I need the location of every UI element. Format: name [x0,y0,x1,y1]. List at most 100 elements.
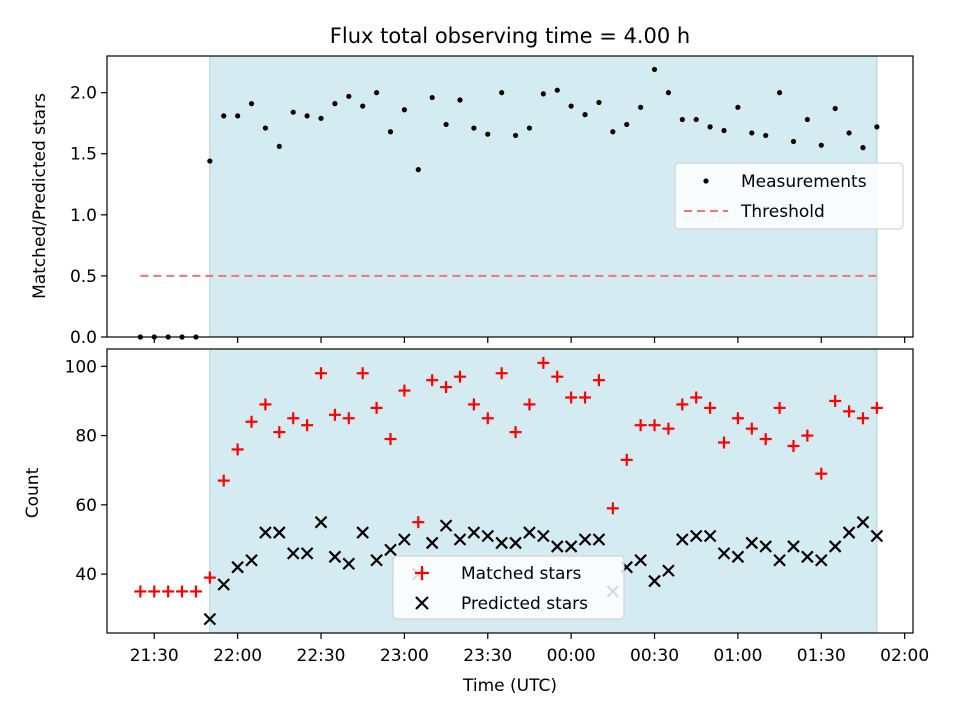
measurement-point [763,132,769,139]
predicted-star-point [425,536,439,550]
predicted-star-point [801,550,814,564]
measurement-point [846,130,852,136]
legend-matched-label: Matched stars [461,564,581,584]
matched-star-point [134,585,147,598]
matched-star-point [176,585,189,598]
top-y-ticks: 0.0 0.5 1.0 1.5 2.0 [70,84,107,348]
predicted-star-point [439,519,453,532]
measurement-point [415,167,421,173]
matched-star-point [315,367,328,380]
matched-star-point [328,408,341,421]
matched-star-point [495,367,508,380]
matched-star-point [523,398,536,411]
matched-star-point [148,585,161,598]
measurement-point [679,116,685,123]
predicted-star-point [703,529,717,543]
measurement-point [707,124,713,130]
measurement-point [235,113,241,119]
predicted-star-point [745,536,759,550]
top-x-ticks [153,337,906,343]
predicted-star-point [328,550,342,564]
matched-star-point [676,398,689,411]
legend-measurements-marker [703,178,709,184]
matched-star-point [634,419,647,432]
predicted-star-point [842,526,856,539]
measurement-point [387,129,394,135]
measurements-points [137,66,880,340]
measurement-point [540,91,546,97]
predicted-star-point [314,515,328,529]
predicted-star-point [717,547,731,560]
matched-star-point [342,412,355,425]
measurement-point [860,145,866,151]
predicted-star-point [787,540,800,553]
measurement-point [832,105,838,112]
matched-star-point [787,439,800,452]
measurement-point [401,107,407,113]
matched-star-point [398,384,411,397]
matched-star-point [606,502,619,515]
measurement-point [221,113,227,119]
predicted-star-point [245,553,258,567]
matched-star-point [273,426,286,439]
measurement-point [373,90,380,96]
top-ytick-label: 0.5 [70,267,97,287]
predicted-star-point [481,529,495,543]
matched-star-point [648,419,661,432]
matched-star-point [426,374,439,387]
bottom-xtick-label: 00:00 [547,646,596,666]
predicted-star-point [523,526,536,539]
bottom-ytick-label: 100 [65,357,97,377]
bottom-xtick-label: 01:30 [797,646,846,666]
bottom-x-ticks: 21:30 22:00 22:30 23:00 23:30 00:00 00:30 01:00… [130,633,929,666]
matched-star-point [731,412,744,425]
measurement-point [624,121,630,128]
predicted-star-point [217,578,231,591]
predicted-star-point [662,564,675,577]
measurement-point [610,129,616,135]
matched-star-point [704,401,717,414]
predicted-star-point [689,529,703,543]
legend-measurements-label: Measurements [741,172,867,192]
predicted-star-point [550,540,564,553]
predicted-star-point [356,526,369,539]
top-panel: 0.00.51.01.52.0 Matched/Predicted stars … [30,55,914,348]
bottom-xtick-label: 21:30 [130,646,179,666]
matched-star-point [453,370,466,383]
matched-star-point [773,401,786,414]
matched-star-point [718,436,731,449]
matched-star-point [467,398,480,411]
predicted-star-point [564,540,578,553]
measurement-point [276,143,282,150]
predicted-star-point [203,612,217,626]
measurement-point [318,115,324,121]
bottom-panel: 40 60 80 100 21:30 22:00 22:30 23:00 23:30 00:00… [23,348,929,696]
measurement-point [429,94,435,101]
matched-star-point [592,374,605,387]
matched-star-point [509,426,522,439]
measurement-point [776,90,783,96]
predicted-star-point [259,526,272,539]
predicted-star-point [537,529,550,543]
measurement-point [485,131,491,137]
matched-star-point [481,412,494,425]
matched-stars-points [134,356,883,598]
measurement-point [443,121,449,128]
top-plot-frame [106,55,914,338]
top-legend: Measurements Threshold [674,162,904,230]
measurement-point [471,125,477,131]
predicted-stars-points [203,515,884,626]
matched-star-point [370,401,383,414]
predicted-star-point [578,533,592,546]
bottom-xtick-label: 23:00 [380,646,429,666]
measurement-point [346,93,352,99]
predicted-star-point [676,533,689,546]
matched-star-point [759,433,772,446]
measurement-point [512,132,519,139]
predicted-star-point [273,526,286,539]
matched-star-point [829,394,842,407]
measurement-point [735,104,741,110]
predicted-star-point [773,553,786,567]
matched-star-point [620,453,633,466]
